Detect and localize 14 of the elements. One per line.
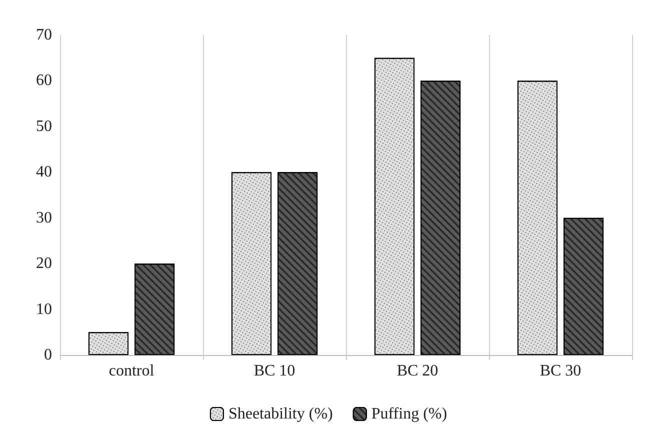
x-tick-label: BC 10: [254, 362, 296, 380]
y-tick-label: 10: [36, 300, 52, 318]
x-tick-label: BC 20: [396, 362, 438, 380]
y-tick-label: 70: [36, 26, 52, 44]
y-tick-label: 20: [36, 255, 52, 272]
x-tick-label: control: [108, 362, 155, 380]
x-tick-label: BC 30: [540, 362, 582, 380]
y-tick-label: 30: [36, 209, 52, 226]
legend-label: Sheetability (%): [228, 406, 333, 422]
y-tick-label: 50: [36, 118, 52, 135]
y-tick-label: 60: [36, 72, 52, 90]
y-tick-label: 40: [36, 164, 52, 181]
y-tick-label: 0: [44, 346, 52, 364]
legend-label: Puffing (%): [371, 406, 448, 422]
